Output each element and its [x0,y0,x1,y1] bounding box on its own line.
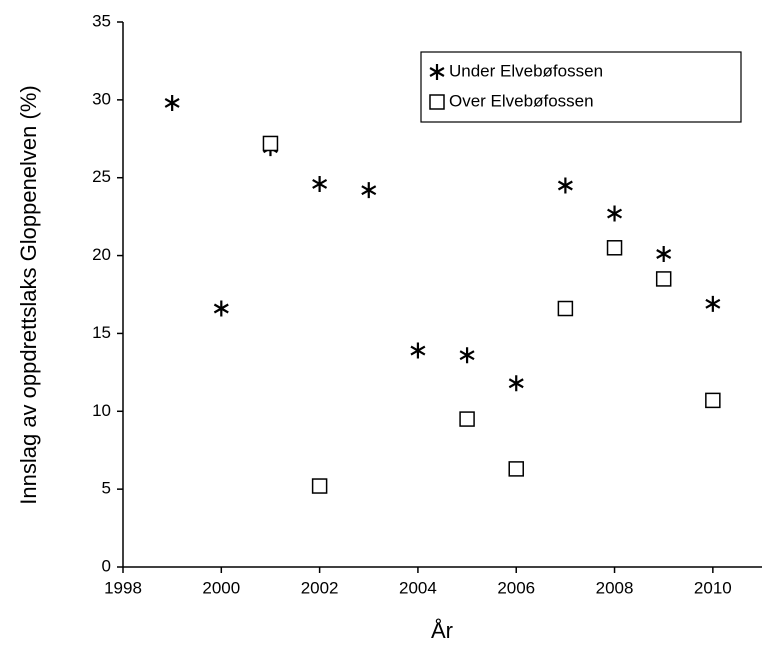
square-marker [311,478,328,494]
legend-label: Over Elvebøfossen [449,91,594,110]
y-tick-label: 5 [102,479,111,498]
y-tick-label: 15 [92,323,111,342]
x-tick-label: 1998 [104,578,142,597]
asterisk-marker [164,94,180,111]
asterisk-marker [607,205,623,222]
x-tick-label: 2002 [301,578,339,597]
square-marker [655,271,672,287]
legend-marker [429,64,445,80]
asterisk-marker [361,182,377,199]
asterisk-marker [557,177,573,194]
y-tick-label: 35 [92,11,111,30]
y-axis-label: Innslag av oppdrettslaks Gloppenelven (%… [16,85,41,504]
x-tick-label: 2008 [596,578,634,597]
asterisk-marker [459,347,475,364]
asterisk-marker [213,300,229,317]
square-marker [508,461,524,477]
square-marker [262,135,279,152]
asterisk-marker [656,246,672,263]
square-marker [606,240,623,256]
asterisk-marker [410,342,426,359]
y-tick-label: 30 [92,89,111,108]
asterisk-marker [508,375,524,392]
legend-label: Under Elvebøfossen [449,61,603,80]
y-tick-label: 10 [92,401,111,420]
y-tick-label: 0 [102,556,111,575]
x-tick-label: 2010 [694,578,732,597]
x-tick-label: 2006 [497,578,535,597]
y-tick-label: 20 [92,245,111,264]
x-tick-label: 2000 [202,578,240,597]
legend-box [420,51,742,123]
legend-marker [429,94,445,110]
square-marker [557,300,574,317]
asterisk-marker [312,175,328,192]
square-marker [705,392,721,409]
x-tick-label: 2004 [399,578,437,597]
y-tick-label: 25 [92,167,111,186]
x-axis-label: År [431,618,453,643]
asterisk-marker [705,295,721,312]
square-marker [459,411,475,427]
